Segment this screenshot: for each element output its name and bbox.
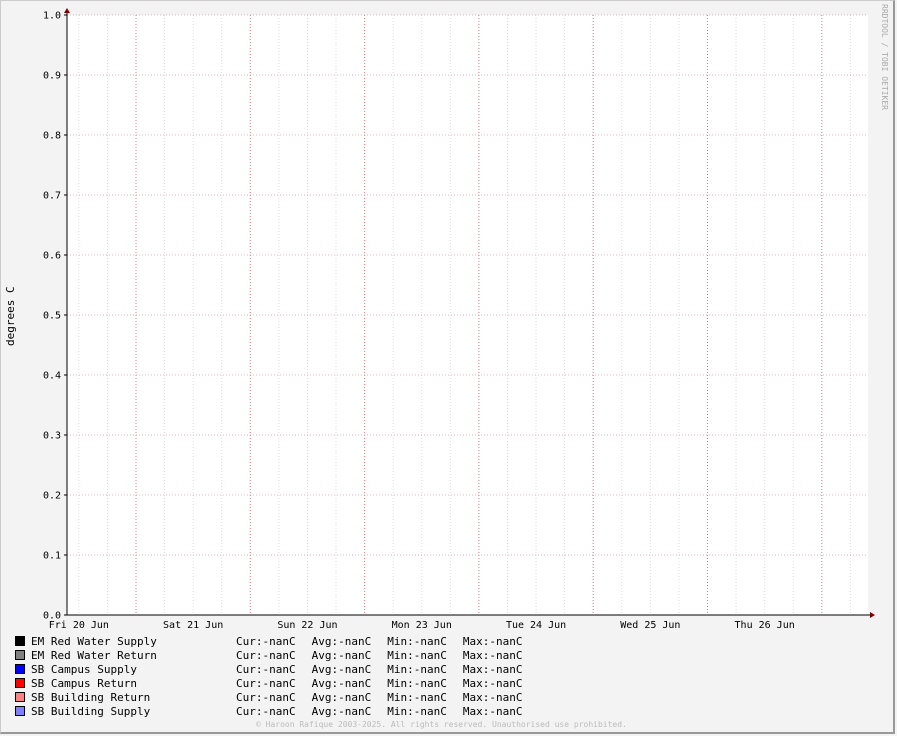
legend-entry: EM Red Water Return Cur: -nanC Avg: -nanC M… [15, 648, 539, 662]
legend-max-label: Max: [462, 704, 490, 718]
legend-cur-value: -nanC [262, 662, 296, 676]
legend-avg-label: Avg: [311, 704, 339, 718]
legend-max-value: -nanC [489, 662, 523, 676]
legend-avg-value: -nanC [338, 662, 372, 676]
legend-cur-value: -nanC [262, 634, 296, 648]
legend-entry: SB Building Return Cur: -nanC Avg: -nanC Mi… [15, 690, 539, 704]
legend-cur-value: -nanC [262, 648, 296, 662]
legend-series-name: SB Campus Return [31, 676, 137, 690]
legend-swatch [15, 678, 25, 688]
legend-swatch [15, 706, 25, 716]
legend-max-label: Max: [462, 634, 490, 648]
legend-avg-label: Avg: [311, 634, 339, 648]
x-axis-arrow [870, 612, 875, 618]
legend-min-value: -nanC [413, 704, 447, 718]
legend-series-name: SB Building Return [31, 690, 151, 704]
legend-cur-label: Cur: [236, 662, 263, 676]
x-tick-label: Mon 23 Jun [392, 620, 452, 631]
legend-series-name: EM Red Water Supply [31, 634, 157, 648]
legend-swatch [15, 664, 25, 674]
plot-background [67, 15, 868, 615]
legend-min-label: Min: [387, 662, 414, 676]
legend-avg-value: -nanC [338, 648, 372, 662]
y-tick-label: 0.7 [43, 191, 61, 202]
legend-max-value: -nanC [489, 648, 523, 662]
legend-min-label: Min: [387, 690, 414, 704]
y-tick-label: 1.0 [43, 11, 61, 22]
legend-cur-value: -nanC [262, 690, 296, 704]
legend-min-value: -nanC [413, 676, 447, 690]
legend-avg-label: Avg: [311, 676, 339, 690]
legend-max-value: -nanC [489, 634, 523, 648]
legend-series-name: EM Red Water Return [31, 648, 157, 662]
x-tick-label: Wed 25 Jun [620, 620, 680, 631]
legend-entry: EM Red Water Supply Cur: -nanC Avg: -nanC M… [15, 634, 539, 648]
legend-swatch [15, 692, 25, 702]
legend-cur-label: Cur: [236, 690, 263, 704]
legend-min-value: -nanC [413, 634, 447, 648]
legend-max-label: Max: [462, 648, 490, 662]
legend-cur-label: Cur: [236, 704, 263, 718]
legend-max-value: -nanC [489, 676, 523, 690]
legend-cur-value: -nanC [262, 704, 296, 718]
legend-series-name: SB Campus Supply [31, 662, 137, 676]
legend-avg-value: -nanC [338, 704, 372, 718]
footer-copyright: © Haroon Rafique 2003-2025. All rights r… [256, 720, 627, 729]
legend-avg-label: Avg: [311, 690, 339, 704]
legend-avg-label: Avg: [311, 662, 339, 676]
legend-entry: SB Building Supply Cur: -nanC Avg: -nanC Mi… [15, 704, 539, 718]
y-axis-arrow [64, 8, 70, 13]
legend-avg-value: -nanC [338, 676, 372, 690]
x-tick-label: Thu 26 Jun [735, 620, 795, 631]
y-tick-label: 0.0 [43, 611, 61, 622]
legend: EM Red Water Supply Cur: -nanC Avg: -nanC M… [15, 634, 539, 718]
legend-max-label: Max: [462, 676, 490, 690]
x-tick-label: Fri 20 Jun [49, 620, 109, 631]
legend-cur-label: Cur: [236, 634, 263, 648]
legend-entry: SB Campus Supply Cur: -nanC Avg: -nanC Min:… [15, 662, 539, 676]
legend-entry: SB Campus Return Cur: -nanC Avg: -nanC Min:… [15, 676, 539, 690]
legend-avg-value: -nanC [338, 634, 372, 648]
legend-min-label: Min: [387, 704, 414, 718]
legend-cur-label: Cur: [236, 676, 263, 690]
y-tick-label: 0.6 [43, 251, 61, 262]
legend-cur-label: Cur: [236, 648, 263, 662]
x-tick-label: Sun 22 Jun [277, 620, 337, 631]
watermark: RRDTOOL / TOBI OETIKER [880, 4, 889, 110]
legend-min-value: -nanC [413, 662, 447, 676]
x-tick-label: Tue 24 Jun [506, 620, 566, 631]
legend-avg-value: -nanC [338, 690, 372, 704]
y-tick-label: 0.5 [43, 311, 61, 322]
legend-series-name: SB Building Supply [31, 704, 151, 718]
y-tick-label: 0.3 [43, 431, 61, 442]
y-tick-label: 0.4 [43, 371, 61, 382]
legend-max-value: -nanC [489, 690, 523, 704]
legend-min-label: Min: [387, 648, 414, 662]
legend-swatch [15, 636, 25, 646]
legend-min-label: Min: [387, 634, 414, 648]
legend-max-label: Max: [462, 662, 490, 676]
y-tick-label: 0.2 [43, 491, 61, 502]
legend-min-value: -nanC [413, 690, 447, 704]
y-axis-label: degrees C [4, 286, 17, 346]
y-tick-label: 0.9 [43, 71, 61, 82]
y-tick-label: 0.8 [43, 131, 61, 142]
legend-avg-label: Avg: [311, 648, 339, 662]
legend-max-label: Max: [462, 690, 490, 704]
legend-max-value: -nanC [489, 704, 523, 718]
x-tick-label: Sat 21 Jun [163, 620, 223, 631]
y-tick-label: 0.1 [43, 551, 61, 562]
legend-cur-value: -nanC [262, 676, 296, 690]
legend-min-label: Min: [387, 676, 414, 690]
legend-min-value: -nanC [413, 648, 447, 662]
legend-swatch [15, 650, 25, 660]
